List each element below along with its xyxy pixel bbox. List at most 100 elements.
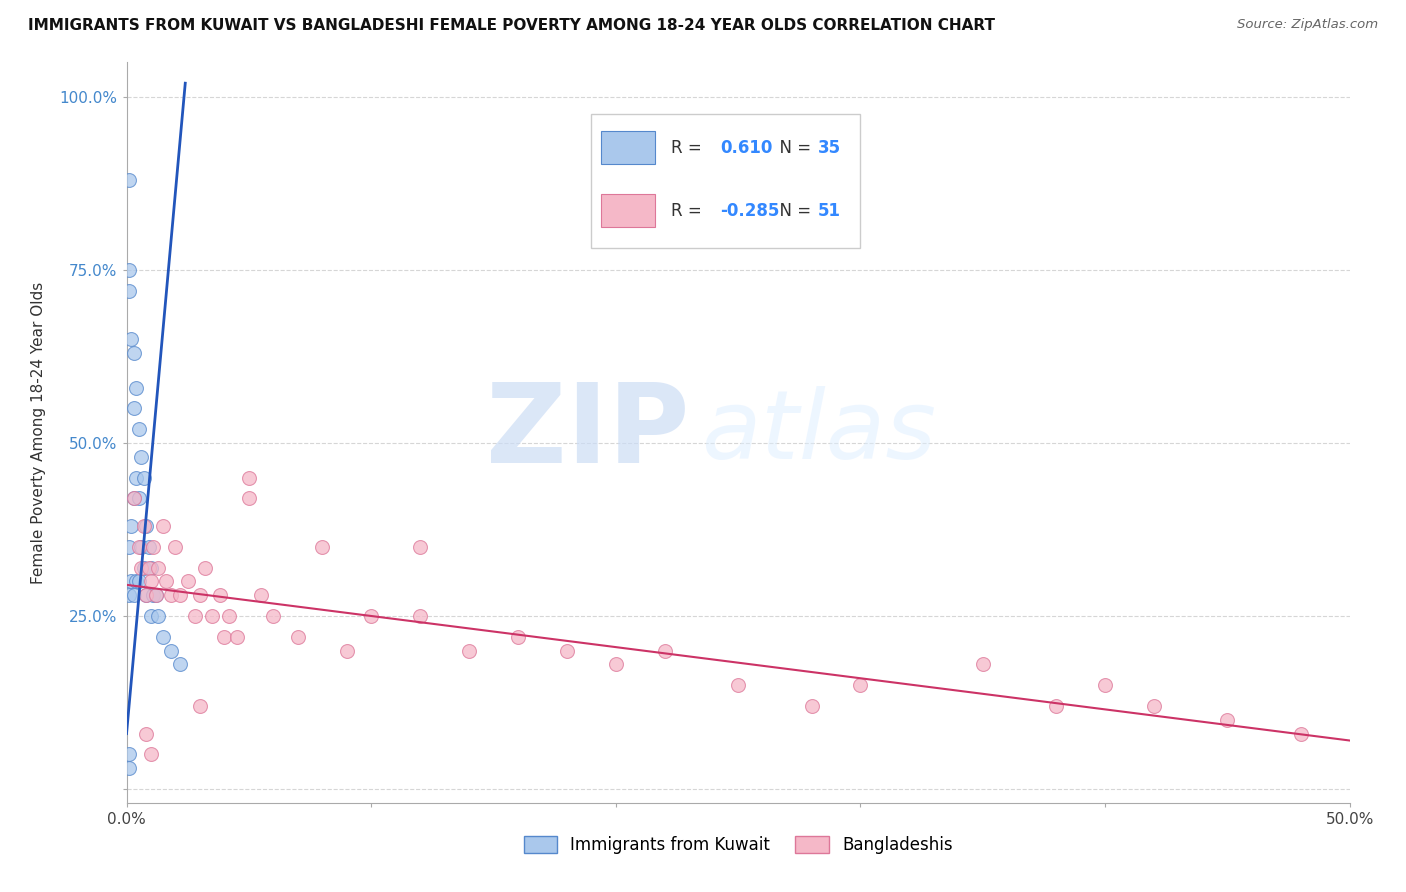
Point	[138, 540, 160, 554]
Point	[135, 588, 157, 602]
Point	[122, 491, 145, 506]
Point	[177, 574, 200, 589]
Point	[118, 540, 141, 554]
Point	[800, 698, 823, 713]
Text: N =: N =	[769, 138, 815, 157]
Point	[360, 609, 382, 624]
Text: atlas: atlas	[702, 386, 936, 479]
Point	[208, 588, 231, 602]
FancyBboxPatch shape	[602, 131, 655, 164]
Point	[129, 560, 152, 574]
Point	[118, 284, 141, 298]
Point	[849, 678, 872, 692]
Point	[138, 560, 160, 574]
Y-axis label: Female Poverty Among 18-24 Year Olds: Female Poverty Among 18-24 Year Olds	[31, 282, 45, 583]
Point	[118, 761, 141, 775]
Point	[145, 588, 167, 602]
Point	[129, 450, 152, 464]
Point	[120, 574, 142, 589]
Point	[262, 609, 284, 624]
Point	[120, 519, 142, 533]
Legend: Immigrants from Kuwait, Bangladeshis: Immigrants from Kuwait, Bangladeshis	[517, 830, 959, 861]
Point	[654, 643, 676, 657]
Point	[142, 540, 165, 554]
Point	[1289, 726, 1312, 740]
Point	[129, 540, 152, 554]
Point	[555, 643, 578, 657]
Point	[214, 630, 236, 644]
Point	[169, 657, 191, 672]
Text: Source: ZipAtlas.com: Source: ZipAtlas.com	[1237, 18, 1378, 31]
Text: IMMIGRANTS FROM KUWAIT VS BANGLADESHI FEMALE POVERTY AMONG 18-24 YEAR OLDS CORRE: IMMIGRANTS FROM KUWAIT VS BANGLADESHI FE…	[28, 18, 995, 33]
Point	[169, 588, 191, 602]
Point	[152, 519, 174, 533]
Point	[188, 698, 211, 713]
FancyBboxPatch shape	[592, 114, 860, 247]
Text: R =: R =	[671, 202, 707, 219]
Point	[135, 726, 157, 740]
Point	[145, 588, 167, 602]
Point	[238, 470, 260, 484]
Point	[238, 491, 260, 506]
Point	[184, 609, 207, 624]
Point	[972, 657, 994, 672]
Point	[605, 657, 627, 672]
Point	[128, 491, 150, 506]
Point	[142, 588, 165, 602]
Text: 0.610: 0.610	[720, 138, 772, 157]
Point	[152, 630, 174, 644]
Point	[188, 588, 211, 602]
Point	[120, 332, 142, 346]
Point	[218, 609, 240, 624]
Point	[1143, 698, 1166, 713]
Point	[139, 609, 162, 624]
Point	[311, 540, 333, 554]
Point	[159, 643, 181, 657]
Point	[194, 560, 217, 574]
Point	[125, 470, 148, 484]
Point	[148, 609, 170, 624]
Point	[165, 540, 187, 554]
Point	[1216, 713, 1239, 727]
Point	[132, 470, 155, 484]
Point	[506, 630, 529, 644]
Point	[159, 588, 181, 602]
Text: R =: R =	[671, 138, 707, 157]
Point	[122, 346, 145, 360]
Point	[409, 540, 432, 554]
Point	[118, 173, 141, 187]
Point	[122, 401, 145, 416]
Text: -0.285: -0.285	[720, 202, 779, 219]
Point	[132, 560, 155, 574]
Point	[125, 381, 148, 395]
Text: N =: N =	[769, 202, 815, 219]
Point	[250, 588, 273, 602]
Point	[122, 491, 145, 506]
Point	[287, 630, 309, 644]
Point	[118, 588, 141, 602]
Point	[128, 574, 150, 589]
Point	[122, 588, 145, 602]
Point	[1094, 678, 1116, 692]
Point	[118, 747, 141, 762]
Point	[135, 519, 157, 533]
Point	[139, 574, 162, 589]
Point	[118, 263, 141, 277]
Point	[336, 643, 359, 657]
Point	[155, 574, 177, 589]
Point	[458, 643, 481, 657]
Point	[727, 678, 749, 692]
Text: 35: 35	[818, 138, 841, 157]
Point	[1045, 698, 1067, 713]
Point	[128, 422, 150, 436]
Point	[128, 540, 150, 554]
Text: ZIP: ZIP	[486, 379, 689, 486]
Point	[135, 588, 157, 602]
Point	[225, 630, 247, 644]
Point	[132, 519, 155, 533]
Point	[201, 609, 224, 624]
Point	[139, 747, 162, 762]
FancyBboxPatch shape	[602, 194, 655, 227]
Point	[125, 574, 148, 589]
Point	[139, 560, 162, 574]
